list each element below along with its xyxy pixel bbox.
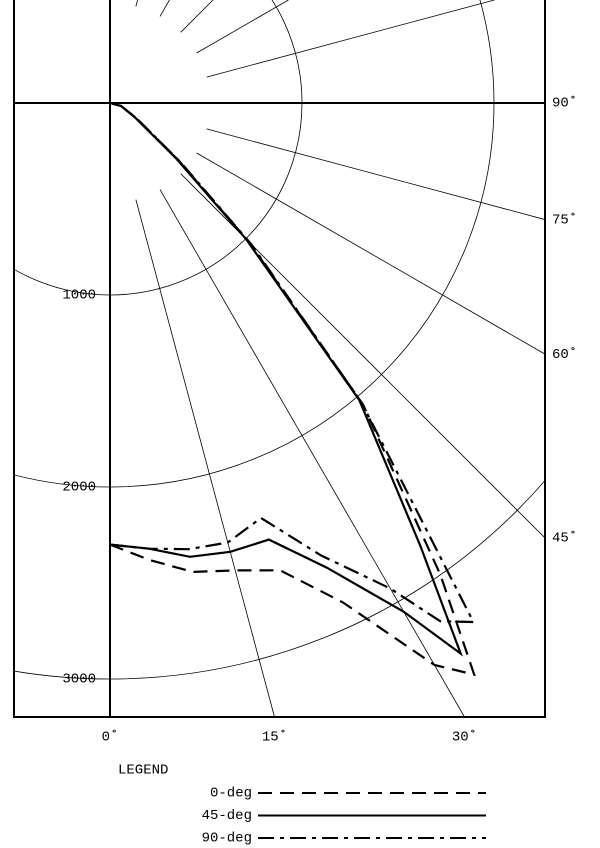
angle-tick-label: 30˚ [452,730,477,746]
grid-ray [135,0,138,7]
angle-tick-label: 15˚ [262,730,287,746]
grid-ray [206,128,545,220]
legend-label: 45-deg [202,808,252,824]
plot-border [13,0,546,718]
angle-tick-label: 90˚ [552,96,577,112]
grid-ray [196,152,545,355]
grid-ray [180,0,214,33]
angle-tick-label: 45˚ [552,531,577,547]
r-tick-label: 2000 [62,480,96,496]
grid-ray [159,189,465,717]
legend-label: 90-deg [202,831,252,847]
angle-tick-label: 0˚ [102,730,119,746]
angle-tick-label: 60˚ [552,347,577,363]
legend-label: 0-deg [210,786,252,802]
grid-ray [196,0,289,54]
series-line [109,101,464,657]
legend-title: LEGEND [118,763,168,779]
grid-circle [14,0,303,296]
angle-tick-label: 75˚ [552,212,577,228]
r-tick-label: 1000 [62,288,96,304]
series-line [109,101,476,624]
grid-circle [14,0,495,488]
grid-ray [135,199,275,717]
grid-ray [159,0,170,17]
grid-circle [14,479,545,680]
grid-ray [206,0,495,78]
r-tick-label: 3000 [62,672,96,688]
plot-area [14,0,545,717]
